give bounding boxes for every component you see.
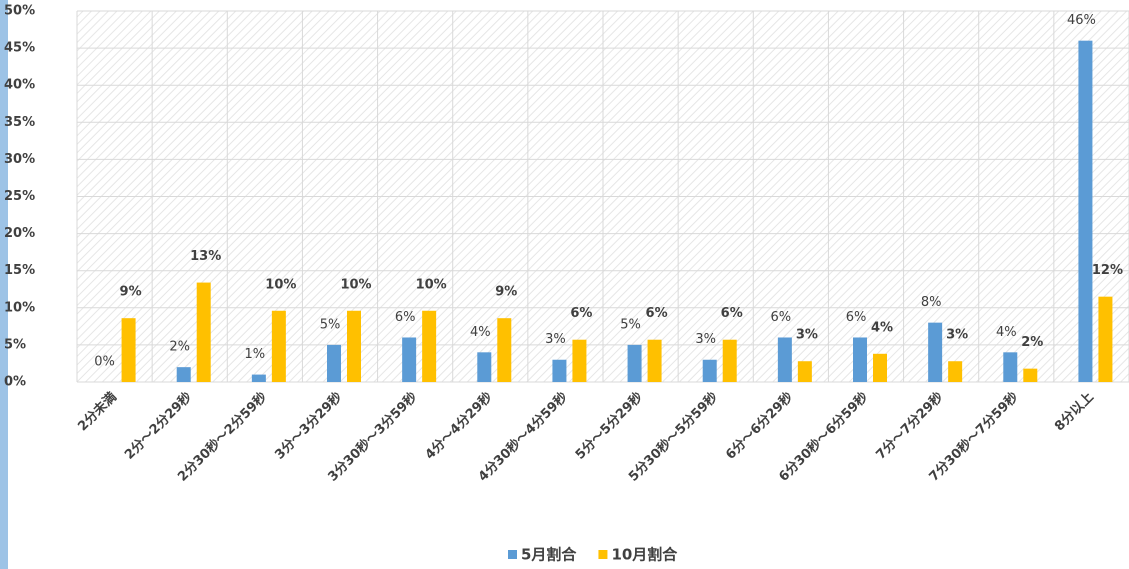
y-tick-label: 30% xyxy=(4,152,35,167)
bar xyxy=(702,359,717,382)
bar xyxy=(271,310,286,382)
bar xyxy=(1098,296,1113,382)
bar xyxy=(722,339,737,382)
data-label: 2% xyxy=(1021,335,1043,350)
data-label: 6% xyxy=(646,306,668,321)
data-label: 6% xyxy=(721,306,743,321)
x-tick-label: 7分～7分29秒 xyxy=(873,389,947,463)
data-label: 1% xyxy=(245,347,266,362)
bar xyxy=(1078,40,1093,383)
data-label: 10% xyxy=(416,277,447,292)
bar xyxy=(572,339,587,382)
data-label: 6% xyxy=(570,306,592,321)
y-tick-label: 35% xyxy=(4,115,35,130)
bar xyxy=(121,318,136,382)
data-label: 4% xyxy=(470,325,491,340)
data-label: 8% xyxy=(921,295,942,310)
data-label: 5% xyxy=(320,317,341,332)
bar xyxy=(948,361,963,382)
bar xyxy=(402,337,417,382)
y-tick-label: 15% xyxy=(4,263,35,278)
bar xyxy=(251,374,266,382)
bar xyxy=(196,282,211,382)
y-tick-label: 25% xyxy=(4,189,35,204)
x-tick-label: 2分未満 xyxy=(75,389,120,434)
data-label: 5% xyxy=(620,317,641,332)
legend-swatch xyxy=(508,550,517,559)
data-label: 6% xyxy=(771,310,792,325)
data-label: 46% xyxy=(1067,13,1096,28)
legend-swatch xyxy=(598,550,608,559)
bar xyxy=(797,361,812,382)
data-label: 2% xyxy=(169,340,190,355)
bar xyxy=(327,344,341,382)
bar xyxy=(477,352,492,382)
bar xyxy=(347,310,361,382)
bar xyxy=(873,353,887,382)
data-label: 13% xyxy=(190,249,221,264)
bar xyxy=(1023,368,1038,382)
x-tick-label: 6分～6分29秒 xyxy=(722,389,796,463)
y-tick-label: 5% xyxy=(4,337,26,352)
legend-label: 10月割合 xyxy=(611,546,678,564)
data-label: 9% xyxy=(120,285,142,300)
x-tick-label: 8分以上 xyxy=(1051,389,1096,434)
x-tick-label: 5分～5分29秒 xyxy=(572,389,646,463)
bar xyxy=(176,367,191,382)
bar xyxy=(777,337,792,382)
bar xyxy=(422,310,437,382)
bar xyxy=(647,339,662,382)
bar xyxy=(497,318,512,382)
data-label: 3% xyxy=(545,332,566,347)
data-label: 4% xyxy=(996,325,1017,340)
data-label: 12% xyxy=(1092,263,1123,278)
bar xyxy=(1003,352,1018,382)
data-label: 10% xyxy=(340,277,371,292)
data-label: 6% xyxy=(395,310,416,325)
x-tick-label: 2分～2分29秒 xyxy=(121,389,195,463)
side-strip xyxy=(0,0,8,569)
bar xyxy=(928,322,943,382)
y-tick-label: 20% xyxy=(4,226,35,241)
y-tick-label: 50% xyxy=(4,4,35,19)
data-label: 9% xyxy=(495,285,517,300)
data-label: 3% xyxy=(946,328,968,343)
data-label: 0% xyxy=(94,355,115,370)
x-tick-label: 4分～4分29秒 xyxy=(422,389,496,463)
y-tick-label: 45% xyxy=(4,41,35,56)
data-label: 4% xyxy=(871,320,893,335)
data-label: 3% xyxy=(796,328,818,343)
bar xyxy=(627,344,642,382)
data-label: 3% xyxy=(695,332,716,347)
y-tick-label: 10% xyxy=(4,300,35,315)
data-label: 6% xyxy=(846,310,867,325)
y-tick-label: 0% xyxy=(4,375,26,390)
bar xyxy=(552,359,567,382)
x-tick-label: 3分～3分29秒 xyxy=(272,389,346,463)
legend-label: 5月割合 xyxy=(521,546,577,564)
y-tick-label: 40% xyxy=(4,78,35,93)
bar xyxy=(853,337,867,382)
data-label: 10% xyxy=(265,277,296,292)
